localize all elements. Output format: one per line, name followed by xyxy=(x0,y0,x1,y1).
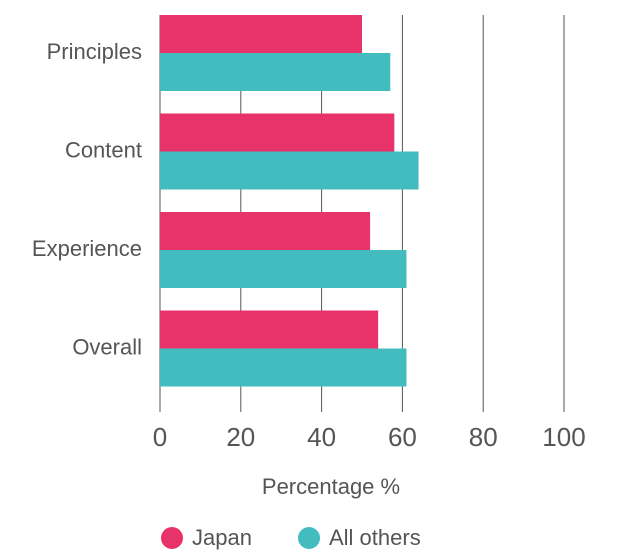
legend-label: All others xyxy=(329,525,421,550)
legend-label: Japan xyxy=(192,525,252,550)
x-axis-label: Percentage % xyxy=(262,474,400,499)
x-tick-label: 20 xyxy=(226,422,255,452)
y-tick-label: Content xyxy=(65,137,142,162)
legend-marker xyxy=(161,527,183,549)
bar xyxy=(160,212,371,250)
x-tick-label: 60 xyxy=(388,422,417,452)
bar xyxy=(160,15,362,53)
y-tick-label: Experience xyxy=(32,236,142,261)
bar xyxy=(160,151,419,190)
bar xyxy=(160,113,395,152)
x-tick-label: 100 xyxy=(542,422,585,452)
x-tick-label: 40 xyxy=(307,422,336,452)
bar xyxy=(160,250,407,288)
x-tick-label: 80 xyxy=(469,422,498,452)
x-tick-label: 0 xyxy=(153,422,167,452)
y-tick-label: Overall xyxy=(72,334,142,359)
bar xyxy=(160,53,391,91)
y-tick-label: Principles xyxy=(47,39,142,64)
bar xyxy=(160,310,379,349)
bar xyxy=(160,348,407,387)
legend-marker xyxy=(298,527,320,549)
